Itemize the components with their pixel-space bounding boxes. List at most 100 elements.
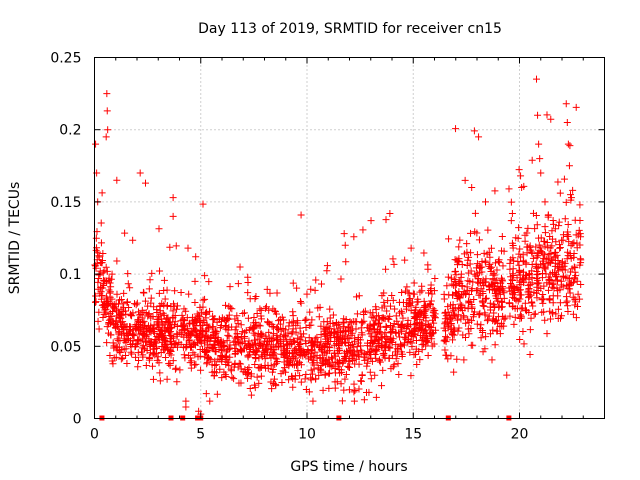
data-point	[526, 351, 534, 359]
data-point	[255, 354, 263, 362]
data-point	[507, 198, 515, 206]
data-point	[99, 257, 107, 265]
data-point	[268, 350, 276, 358]
data-point	[330, 349, 338, 357]
data-point	[379, 366, 387, 374]
data-point	[441, 315, 449, 323]
data-point	[168, 323, 176, 331]
data-point	[394, 360, 402, 368]
data-point	[416, 356, 424, 364]
data-point	[159, 331, 167, 339]
data-point	[399, 299, 407, 307]
data-point	[382, 338, 390, 346]
data-point	[191, 277, 199, 285]
data-point	[392, 341, 400, 349]
data-point	[360, 317, 368, 325]
data-point	[274, 324, 282, 332]
data-point	[380, 298, 388, 306]
data-point	[361, 307, 369, 315]
data-point	[382, 339, 390, 347]
data-point	[205, 278, 213, 286]
data-point	[142, 179, 149, 187]
data-point	[575, 226, 583, 234]
data-point	[515, 269, 523, 277]
data-point	[489, 326, 497, 334]
data-point	[102, 308, 110, 316]
data-point	[534, 111, 542, 119]
data-point	[331, 384, 339, 392]
data-point	[255, 340, 263, 348]
data-point	[213, 390, 221, 398]
data-point	[541, 242, 549, 250]
data-point	[113, 257, 121, 265]
data-point	[490, 315, 498, 323]
data-point	[515, 166, 523, 174]
data-point	[506, 312, 514, 320]
data-point	[440, 295, 448, 303]
data-point	[323, 262, 331, 270]
data-point	[157, 349, 165, 357]
data-point	[142, 362, 150, 370]
data-point	[546, 232, 554, 240]
data-point	[256, 305, 264, 313]
data-point	[389, 363, 397, 371]
data-point	[511, 313, 519, 321]
data-point	[555, 263, 563, 271]
data-point	[269, 351, 277, 359]
data-point	[216, 340, 224, 348]
data-point	[425, 289, 433, 297]
data-point	[470, 296, 478, 304]
data-point	[497, 303, 505, 311]
data-point	[350, 380, 358, 388]
data-point	[160, 286, 168, 294]
data-point	[113, 343, 121, 351]
data-point	[235, 339, 243, 347]
data-point	[494, 257, 502, 265]
data-point	[180, 351, 188, 359]
data-point	[485, 312, 493, 320]
data-point	[360, 311, 368, 319]
data-point	[549, 217, 557, 225]
data-point	[509, 244, 517, 252]
data-point	[382, 265, 390, 273]
data-point	[473, 270, 481, 278]
data-point	[149, 375, 157, 383]
data-point	[296, 324, 304, 332]
data-point	[155, 225, 163, 233]
y-tick-label: 0.05	[50, 339, 81, 355]
data-point	[133, 299, 141, 307]
data-point	[104, 126, 112, 134]
data-point	[392, 312, 400, 320]
data-point	[550, 284, 558, 292]
data-point	[110, 321, 118, 329]
data-point	[234, 334, 242, 342]
data-point	[251, 361, 259, 369]
data-point	[382, 346, 390, 354]
data-point	[528, 279, 536, 287]
data-point	[226, 304, 234, 312]
data-point	[397, 307, 405, 315]
data-point	[564, 308, 572, 316]
data-point	[412, 303, 420, 311]
data-point	[569, 240, 577, 248]
x-axis-ticks: 0 5 10 15 20	[90, 57, 584, 443]
data-point	[199, 296, 207, 304]
data-point	[422, 317, 430, 325]
data-point	[359, 226, 367, 234]
data-point	[358, 319, 366, 327]
data-point	[567, 191, 574, 199]
data-point	[255, 321, 263, 329]
data-point	[414, 295, 422, 303]
data-point	[539, 299, 547, 307]
data-point	[252, 355, 260, 363]
data-point	[195, 312, 203, 320]
data-point	[172, 242, 180, 250]
data-point	[192, 360, 200, 368]
data-point	[221, 322, 229, 330]
data-point	[493, 327, 501, 335]
data-point	[557, 281, 565, 289]
data-point	[517, 172, 525, 180]
data-point	[541, 251, 549, 259]
data-point	[341, 241, 349, 249]
